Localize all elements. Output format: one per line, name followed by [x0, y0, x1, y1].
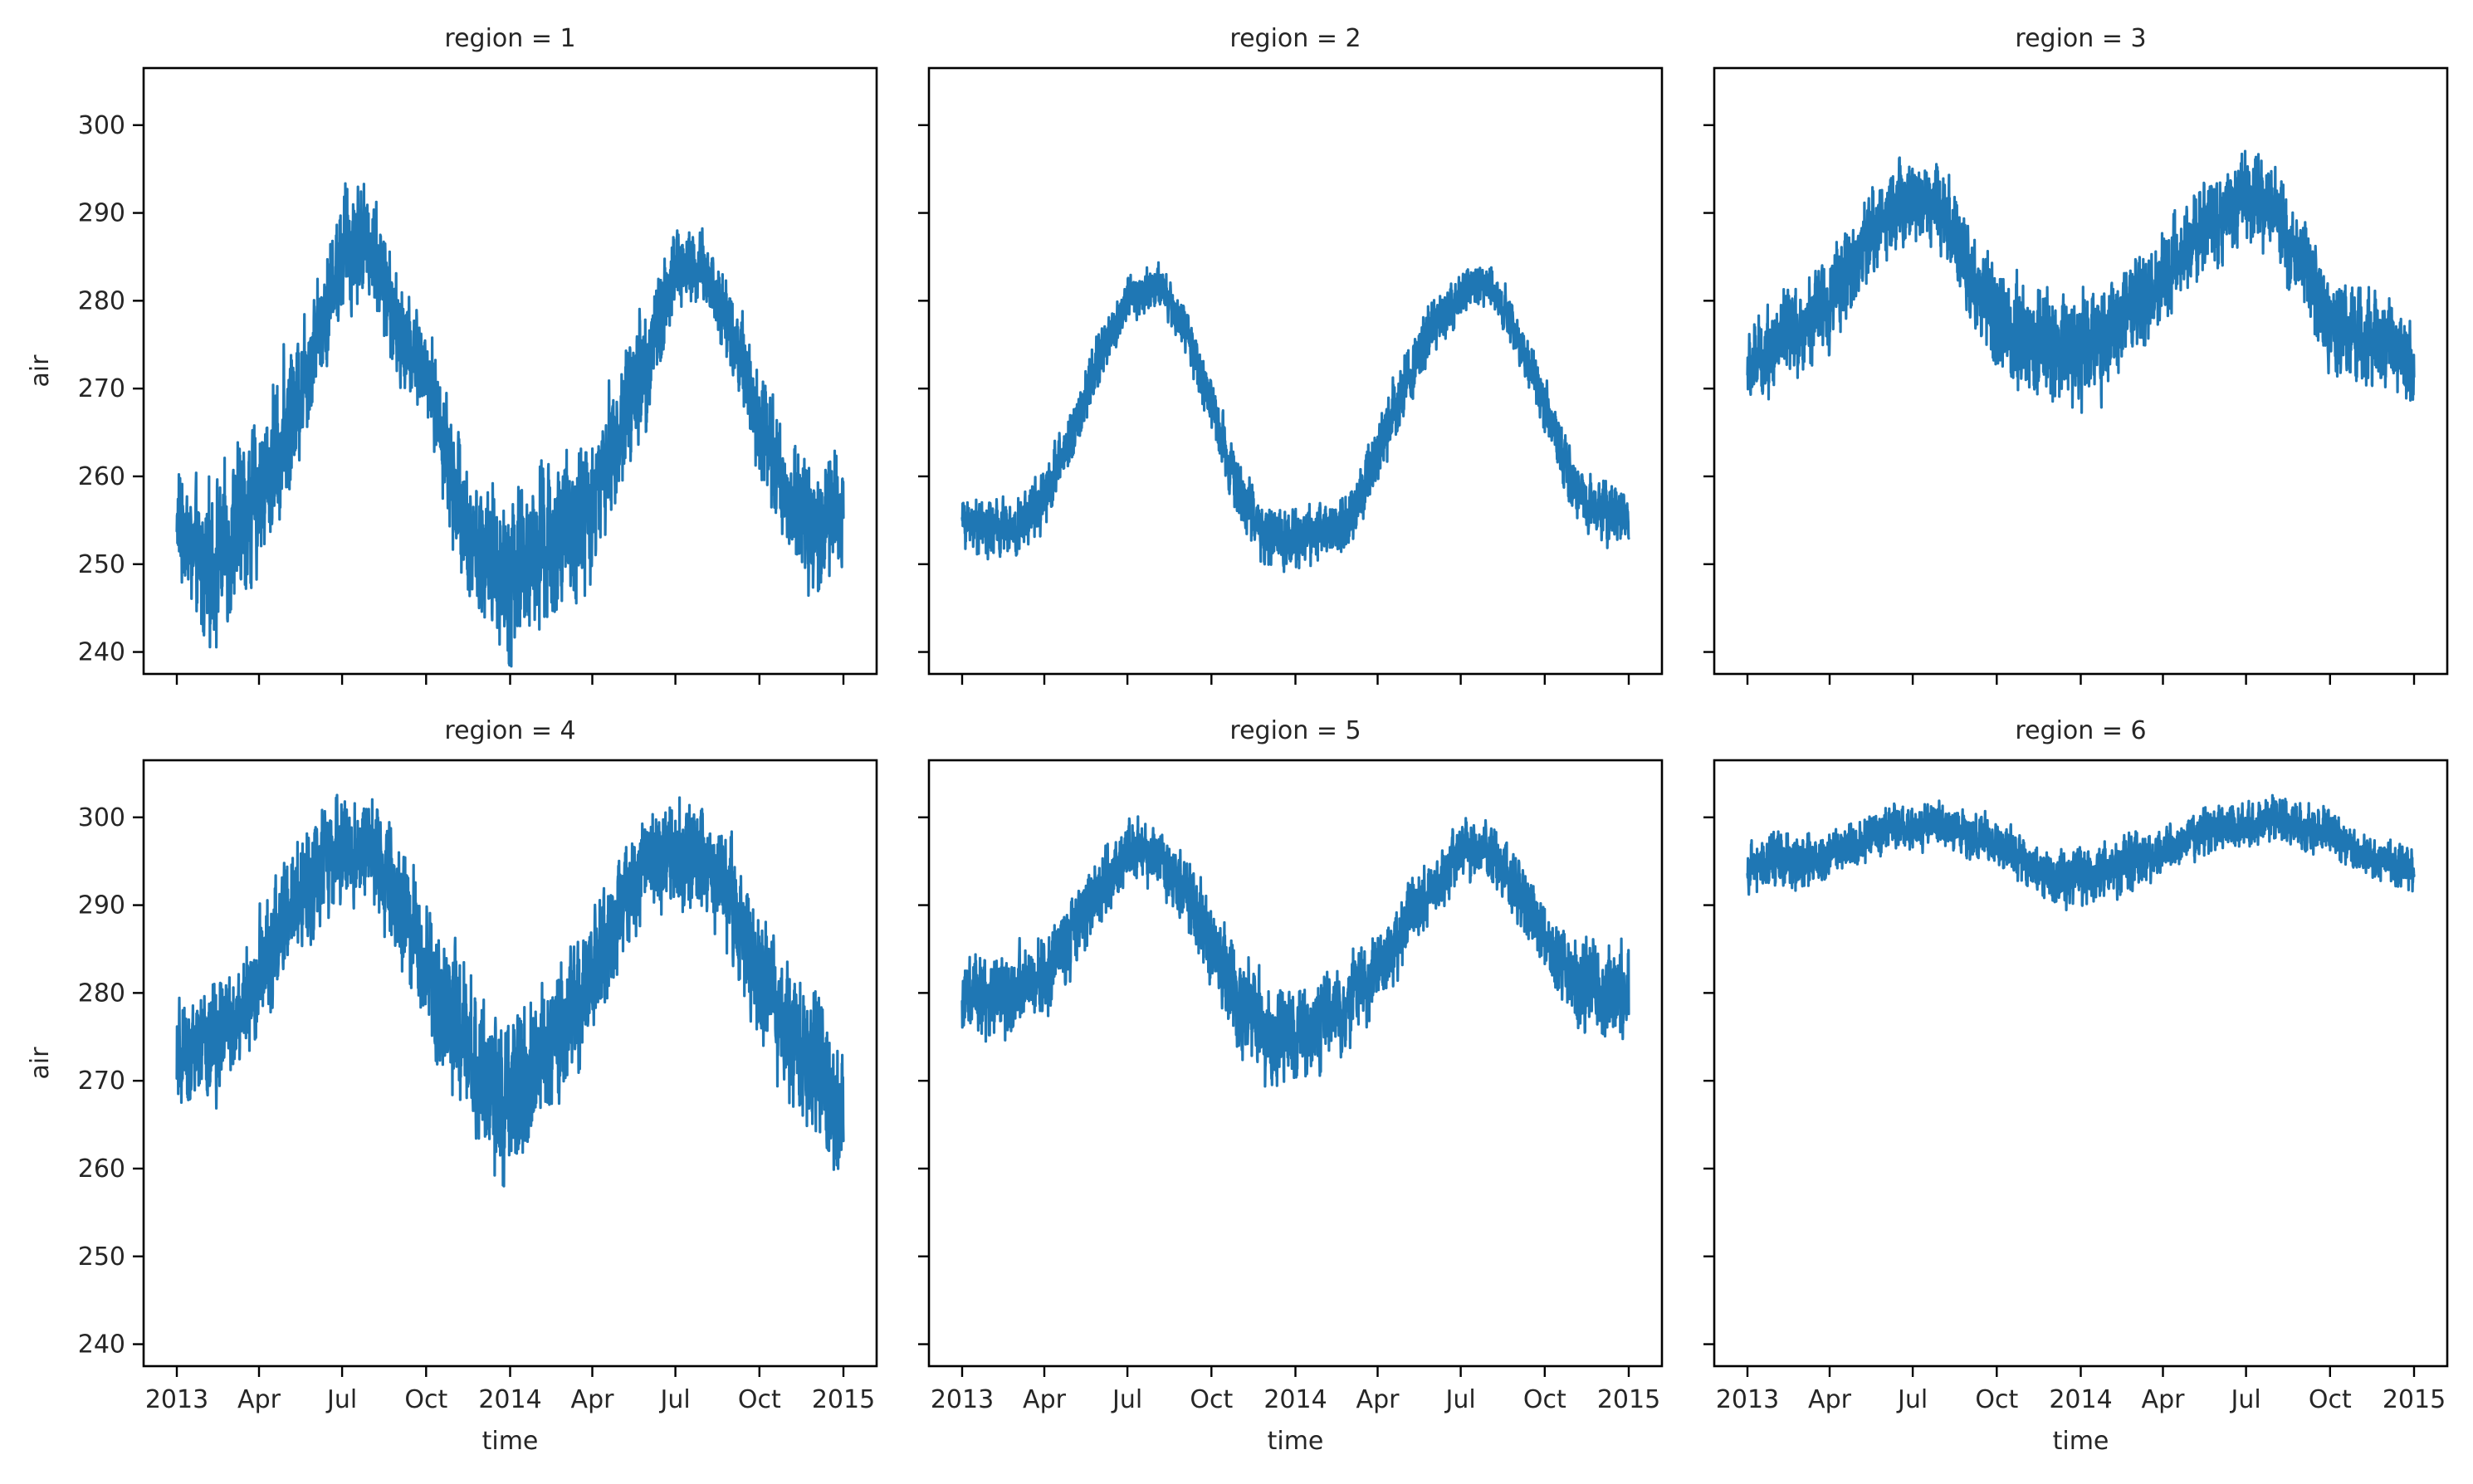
series-line-air — [1746, 149, 2416, 414]
x-tick-label: Oct — [1523, 1385, 1566, 1414]
x-tick-label: Oct — [1975, 1385, 2018, 1414]
x-tick-label: Jul — [2229, 1385, 2260, 1414]
x-tick-label: Jul — [1111, 1385, 1142, 1414]
y-tick-label: 300 — [78, 803, 125, 832]
panel-title: region = 1 — [444, 24, 575, 53]
x-tick-label: Apr — [1023, 1385, 1067, 1414]
y-tick-label: 240 — [78, 1330, 125, 1360]
facet-panel-5: region = 5 2013 Apr Jul Oct 2014 Apr Jul Oct 2015… — [918, 716, 1664, 1456]
x-axis-label: time — [2053, 1427, 2109, 1456]
x-tick-label: Apr — [1808, 1385, 1852, 1414]
x-tick-label: Apr — [571, 1385, 615, 1414]
panel-title: region = 4 — [444, 716, 575, 745]
series-line-air — [175, 182, 845, 668]
panels: region = 1240250260270280290300airregion… — [26, 24, 2449, 1456]
y-tick-label: 240 — [78, 638, 125, 667]
x-tick-label: Jul — [1896, 1385, 1928, 1414]
x-tick-label: Oct — [2309, 1385, 2352, 1414]
series-line-air — [175, 793, 845, 1188]
series-line-air — [960, 261, 1630, 574]
facet-panel-6: region = 6 2013 Apr Jul Oct 2014 Apr Jul Oct 2015… — [1703, 716, 2449, 1456]
y-tick-label: 250 — [78, 550, 125, 579]
x-tick-label: 2013 — [1716, 1385, 1779, 1414]
series-line-air — [1746, 793, 2416, 911]
x-tick-label: Jul — [658, 1385, 690, 1414]
x-tick-label: 2013 — [145, 1385, 208, 1414]
x-tick-label: Apr — [237, 1385, 281, 1414]
y-tick-label: 260 — [78, 462, 125, 491]
y-tick-label: 300 — [78, 111, 125, 140]
x-tick-label: Oct — [404, 1385, 447, 1414]
x-tick-label: 2014 — [478, 1385, 541, 1414]
facet-panel-4: region = 4 240 250 260 270 280 290 300 2013 Apr Ju… — [26, 716, 878, 1456]
y-tick-label: 260 — [78, 1154, 125, 1184]
x-tick-label: Jul — [1444, 1385, 1475, 1414]
x-tick-label: Jul — [325, 1385, 357, 1414]
x-tick-label: 2015 — [2383, 1385, 2446, 1414]
facet-panel-3: region = 3 — [1703, 24, 2449, 685]
x-axis-label: time — [482, 1427, 539, 1456]
x-tick-label: Oct — [1190, 1385, 1233, 1414]
y-tick-label: 270 — [78, 1067, 125, 1096]
facet-panel-1: region = 1 240 250 260 270 280 290 300 air — [26, 24, 878, 685]
panel-title: region = 2 — [1229, 24, 1361, 53]
x-tick-label: Apr — [1356, 1385, 1400, 1414]
y-tick-label: 280 — [78, 979, 125, 1008]
y-tick-label: 290 — [78, 891, 125, 920]
x-tick-label: Oct — [738, 1385, 781, 1414]
x-axis-label: time — [1268, 1427, 1324, 1456]
x-tick-label: 2015 — [1597, 1385, 1660, 1414]
y-axis-label: air — [26, 354, 55, 388]
y-tick-label: 250 — [78, 1242, 125, 1272]
x-tick-label: 2015 — [812, 1385, 875, 1414]
y-axis-label: air — [26, 1047, 55, 1080]
series-line-air — [960, 815, 1630, 1088]
panel-title: region = 3 — [2015, 24, 2146, 53]
y-tick-label: 280 — [78, 286, 125, 315]
y-tick-label: 270 — [78, 374, 125, 403]
panel-title: region = 5 — [1229, 716, 1361, 745]
panel-title: region = 6 — [2015, 716, 2146, 745]
y-tick-label: 290 — [78, 199, 125, 228]
x-tick-label: 2013 — [931, 1385, 994, 1414]
facet-panel-2: region = 2 — [918, 24, 1664, 685]
x-tick-label: 2014 — [1263, 1385, 1327, 1414]
x-tick-label: Apr — [2142, 1385, 2186, 1414]
x-tick-label: 2014 — [2049, 1385, 2112, 1414]
